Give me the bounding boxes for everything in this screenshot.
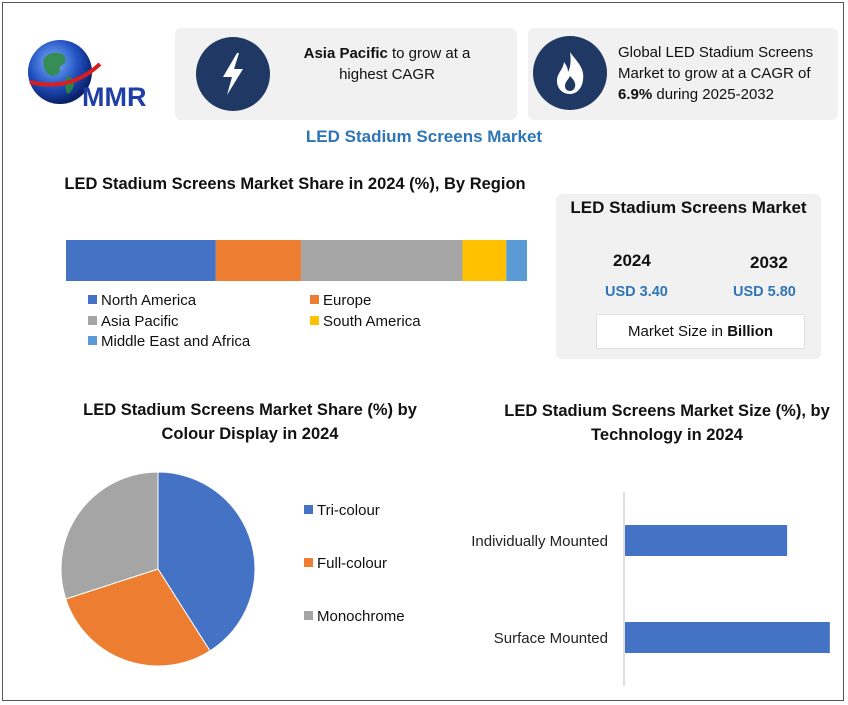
value-2032: USD 5.80: [733, 284, 796, 300]
region-stacked-bar-chart: [66, 240, 527, 281]
pie-slice-monochrome: [60, 471, 159, 600]
mmr-logo: MMR: [22, 36, 162, 116]
legend-swatch: [304, 505, 313, 514]
legend-swatch: [88, 295, 97, 304]
market-size-title: LED Stadium Screens Market: [570, 198, 807, 217]
legend-swatch: [310, 316, 319, 325]
pie-slice-tri-colour: [157, 471, 256, 652]
legend-middle-east-africa: Middle East and Africa: [88, 333, 250, 351]
colour-chart-title: LED Stadium Screens Market Share (%) by …: [83, 401, 417, 443]
info-card-asia-pacific: Asia Pacific to grow at a highest CAGR: [175, 28, 517, 120]
technology-bar-individually-mounted: [625, 525, 788, 556]
legend-asia-pacific: Asia Pacific: [88, 313, 179, 331]
value-2024: USD 3.40: [605, 284, 668, 300]
colour-pie-chart: [60, 471, 256, 667]
legend-north-america: North America: [88, 292, 196, 310]
year-2032: 2032: [750, 253, 788, 272]
market-size-unit: Market Size in Billion: [596, 314, 805, 349]
legend-south-america: South America: [310, 313, 421, 331]
cagr-note: Global LED Stadium Screens Market to gro…: [618, 44, 814, 103]
region-bar-north-america: [66, 240, 216, 281]
legend-swatch: [88, 316, 97, 325]
asia-pacific-note: Asia Pacific to grow at a highest CAGR: [303, 45, 471, 83]
legend-swatch: [304, 611, 313, 620]
lightning-bolt-icon: [196, 37, 270, 111]
technology-bar-chart: Individually Mounted Surface Mounted: [471, 492, 830, 686]
technology-category-label: Surface Mounted: [494, 630, 608, 647]
flame-icon: [533, 36, 607, 110]
technology-bar-surface-mounted: [625, 622, 830, 653]
technology-category-label: Individually Mounted: [471, 533, 608, 550]
market-size-box: LED Stadium Screens Market 2024 2032 USD…: [556, 194, 821, 359]
legend-swatch: [304, 558, 313, 567]
legend-europe: Europe: [310, 292, 371, 310]
logo-text: MMR: [82, 82, 146, 112]
region-bar-asia-pacific: [301, 240, 463, 281]
info-card-cagr: Global LED Stadium Screens Market to gro…: [528, 28, 838, 120]
year-2024: 2024: [613, 251, 651, 270]
legend-swatch: [88, 336, 97, 345]
region-chart-title: LED Stadium Screens Market Share in 2024…: [64, 175, 526, 193]
legend-monochrome: Monochrome: [304, 608, 405, 626]
pie-slice-full-colour: [65, 568, 211, 667]
legend-swatch: [310, 295, 319, 304]
region-bar-middle-east-and-africa: [506, 240, 527, 281]
region-bar-europe: [215, 240, 302, 281]
technology-chart-title: LED Stadium Screens Market Size (%), by …: [504, 402, 830, 444]
legend-tri-colour: Tri-colour: [304, 502, 380, 520]
main-title: LED Stadium Screens Market: [305, 127, 543, 146]
region-bar-south-america: [462, 240, 507, 281]
legend-full-colour: Full-colour: [304, 555, 387, 573]
